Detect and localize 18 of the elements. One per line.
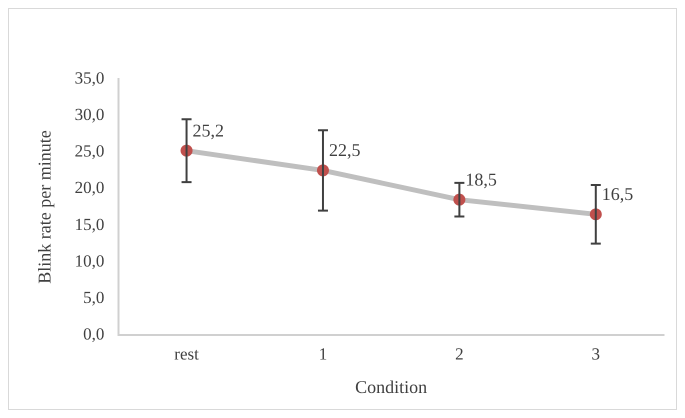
x-tick-label: 3 — [592, 344, 600, 364]
y-tick-label: 30,0 — [74, 105, 104, 124]
data-label: 18,5 — [465, 169, 497, 190]
data-label: 22,5 — [328, 140, 360, 160]
y-axis-title: Blink rate per minute — [34, 130, 55, 284]
x-tick-label: 2 — [455, 344, 464, 364]
x-tick-label: 1 — [318, 344, 328, 364]
y-tick-label: 15,0 — [74, 214, 104, 234]
y-tick-label: 10,0 — [74, 251, 104, 270]
data-label: 16,5 — [602, 184, 634, 204]
y-tick-label: 35,0 — [74, 68, 104, 88]
y-tick-label: 0,0 — [83, 324, 104, 344]
x-axis-title: Condition — [355, 376, 428, 397]
y-tick-label: 20,0 — [74, 178, 104, 198]
data-label: 25,2 — [192, 120, 224, 140]
y-tick-label: 5,0 — [83, 288, 104, 307]
x-tick-label: rest — [174, 344, 200, 364]
y-tick-label: 25,0 — [74, 142, 104, 161]
